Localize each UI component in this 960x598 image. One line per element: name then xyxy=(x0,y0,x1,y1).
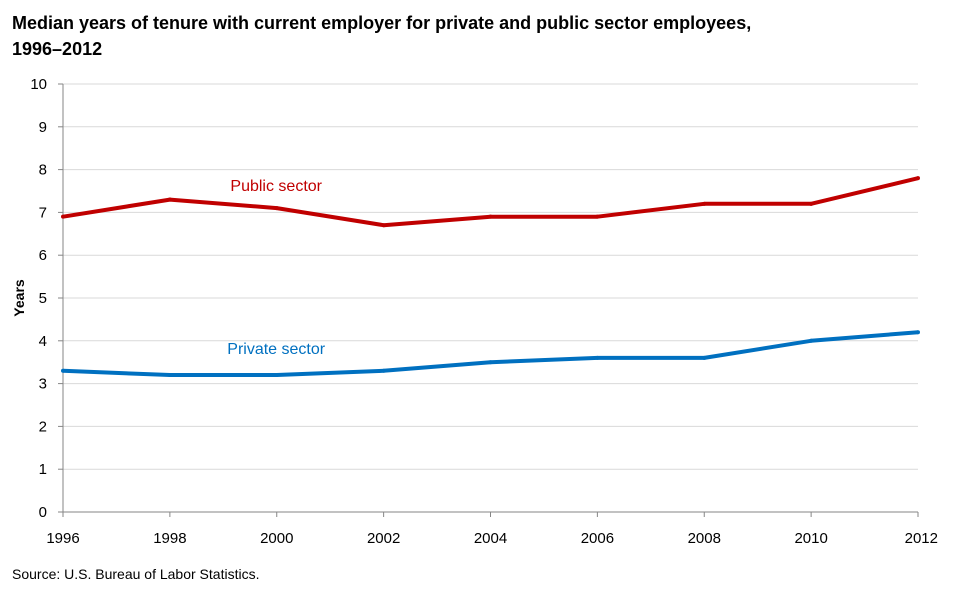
data-point xyxy=(595,355,600,360)
data-point xyxy=(61,368,65,373)
gridlines xyxy=(63,83,918,470)
data-point xyxy=(809,338,814,343)
data-point xyxy=(809,201,814,206)
data-point xyxy=(488,214,493,219)
data-point xyxy=(916,176,920,181)
data-point xyxy=(381,223,386,228)
chart-title-line-1: Median years of tenure with current empl… xyxy=(12,13,752,33)
source-note: Source: U.S. Bureau of Labor Statistics. xyxy=(12,566,260,582)
data-point xyxy=(702,201,707,206)
series-labels: Public sector Private sector xyxy=(227,178,325,358)
axes xyxy=(58,83,919,517)
x-tick-label: 2002 xyxy=(367,530,400,547)
data-point xyxy=(488,360,493,365)
y-tick-label: 10 xyxy=(30,76,47,93)
x-tick-label: 1996 xyxy=(46,530,79,547)
series-lines xyxy=(61,176,920,378)
chart-title: Median years of tenure with current empl… xyxy=(12,10,912,62)
data-point xyxy=(167,197,172,202)
data-point xyxy=(381,368,386,373)
y-tick-label: 8 xyxy=(39,162,47,179)
x-tick-label: 1998 xyxy=(153,530,186,547)
x-tick-label: 2004 xyxy=(474,530,507,547)
y-tick-label: 1 xyxy=(39,461,47,478)
x-axis-ticks: 1996 1998 2000 2002 2004 2006 2008 2010 2012 xyxy=(46,530,938,547)
data-point xyxy=(167,373,172,378)
data-point xyxy=(595,214,600,219)
data-point xyxy=(916,330,920,335)
y-axis-ticks: 0 1 2 3 4 5 6 7 8 9 10 xyxy=(30,76,47,521)
series-label: Private sector xyxy=(227,341,325,358)
data-point xyxy=(274,206,279,211)
y-tick-label: 2 xyxy=(39,418,47,435)
y-tick-label: 3 xyxy=(39,376,47,393)
y-tick-label: 5 xyxy=(39,290,47,307)
y-tick-label: 4 xyxy=(39,333,47,350)
data-point xyxy=(274,373,279,378)
x-tick-label: 2000 xyxy=(260,530,293,547)
chart-title-line-2: 1996–2012 xyxy=(12,39,103,59)
x-tick-label: 2008 xyxy=(688,530,721,547)
x-tick-label: 2012 xyxy=(905,530,938,547)
data-point xyxy=(702,355,707,360)
y-tick-label: 6 xyxy=(39,247,47,264)
x-tick-label: 2006 xyxy=(581,530,614,547)
y-tick-label: 0 xyxy=(39,504,47,521)
y-axis-label: Years xyxy=(11,279,27,317)
y-tick-label: 7 xyxy=(39,204,47,221)
y-tick-label: 9 xyxy=(39,119,47,136)
series-label: Public sector xyxy=(230,178,322,195)
series-line-1 xyxy=(62,330,919,377)
data-point xyxy=(61,214,65,219)
x-tick-label: 2010 xyxy=(794,530,827,547)
